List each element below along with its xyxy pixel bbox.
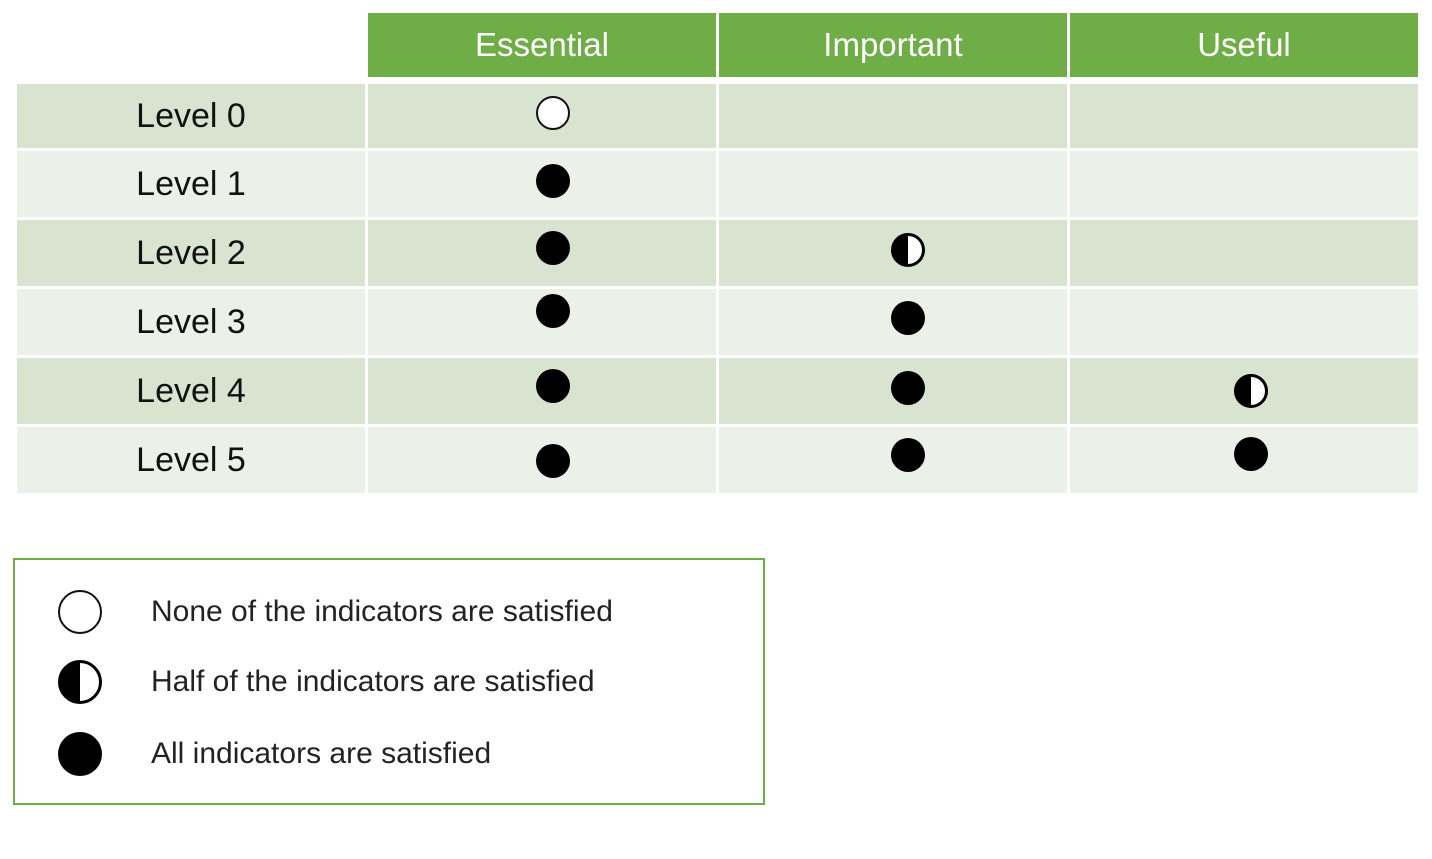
table-cell [719,151,1067,217]
column-header-useful: Useful [1070,13,1418,77]
row-label-level-1: Level 1 [17,151,365,217]
table-cell [368,427,716,493]
empty-circle-icon [536,96,570,130]
legend-label: All indicators are satisfied [151,737,492,770]
table-cell [368,84,716,148]
table-cell [368,358,716,424]
filled-circle-icon [58,732,102,776]
row-label-level-5: Level 5 [17,427,365,493]
half-filled-circle-icon [891,233,925,267]
table-cell [719,84,1067,148]
row-label-level-4: Level 4 [17,358,365,424]
row-label-level-3: Level 3 [17,289,365,355]
row-label-level-0: Level 0 [17,84,365,148]
table-cell [1070,84,1418,148]
legend-box: None of the indicators are satisfied Hal… [13,558,765,805]
filled-circle-icon [536,164,570,198]
table-cell [719,220,1067,286]
maturity-table: Essential Important Useful Level 0 Level… [14,10,1420,494]
filled-circle-icon [891,371,925,405]
filled-circle-icon [891,301,925,335]
filled-circle-icon [536,369,570,403]
table-cell [719,358,1067,424]
filled-circle-icon [536,231,570,265]
table-cell [1070,220,1418,286]
filled-circle-icon [536,294,570,328]
column-header-essential: Essential [368,13,716,77]
table-cell [1070,151,1418,217]
legend-item-full: All indicators are satisfied [15,729,763,779]
half-filled-circle-icon [1234,374,1268,408]
column-header-important: Important [719,13,1067,77]
filled-circle-icon [891,438,925,472]
filled-circle-icon [1234,437,1268,471]
row-label-level-2: Level 2 [17,220,365,286]
legend-label: None of the indicators are satisfied [151,595,613,628]
legend-label: Half of the indicators are satisfied [151,665,595,698]
table-cell [368,289,716,355]
table-cell [1070,358,1418,424]
table-cell [1070,289,1418,355]
empty-circle-icon [58,590,102,634]
table-cell [1070,427,1418,493]
legend-item-none: None of the indicators are satisfied [15,587,763,637]
legend-item-half: Half of the indicators are satisfied [15,657,763,707]
filled-circle-icon [536,444,570,478]
half-filled-circle-icon [58,660,102,704]
table-cell [368,151,716,217]
table-cell [719,427,1067,493]
table-cell [719,289,1067,355]
table-cell [368,220,716,286]
